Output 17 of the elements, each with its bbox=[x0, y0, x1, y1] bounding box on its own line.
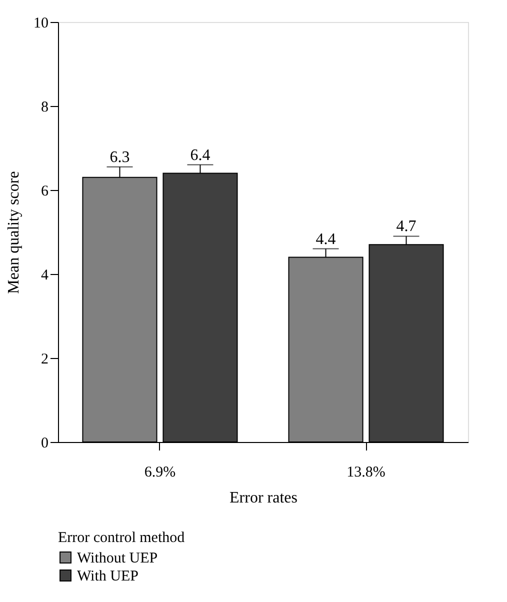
y-tick-label: 6 bbox=[41, 184, 49, 200]
data-label: 4.7 bbox=[396, 218, 416, 236]
y-tick-label: 8 bbox=[41, 100, 48, 116]
y-tick-label: 2 bbox=[41, 352, 48, 368]
x-tick-label: 6.9% bbox=[144, 464, 176, 480]
legend-title: Error control method bbox=[58, 530, 186, 546]
y-tick-label: 4 bbox=[41, 268, 49, 284]
legend-label: Without UEP bbox=[77, 550, 158, 566]
legend-label: With UEP bbox=[77, 568, 138, 584]
x-tick-label: 13.8% bbox=[346, 464, 386, 480]
y-tick-label: 0 bbox=[41, 436, 48, 452]
data-label: 4.4 bbox=[316, 230, 336, 248]
y-tick-label: 10 bbox=[34, 16, 48, 32]
data-label: 6.4 bbox=[190, 146, 210, 164]
y-axis-title: Mean quality score bbox=[6, 171, 22, 294]
data-label: 6.3 bbox=[110, 148, 130, 166]
x-axis-title: Error rates bbox=[230, 490, 298, 506]
